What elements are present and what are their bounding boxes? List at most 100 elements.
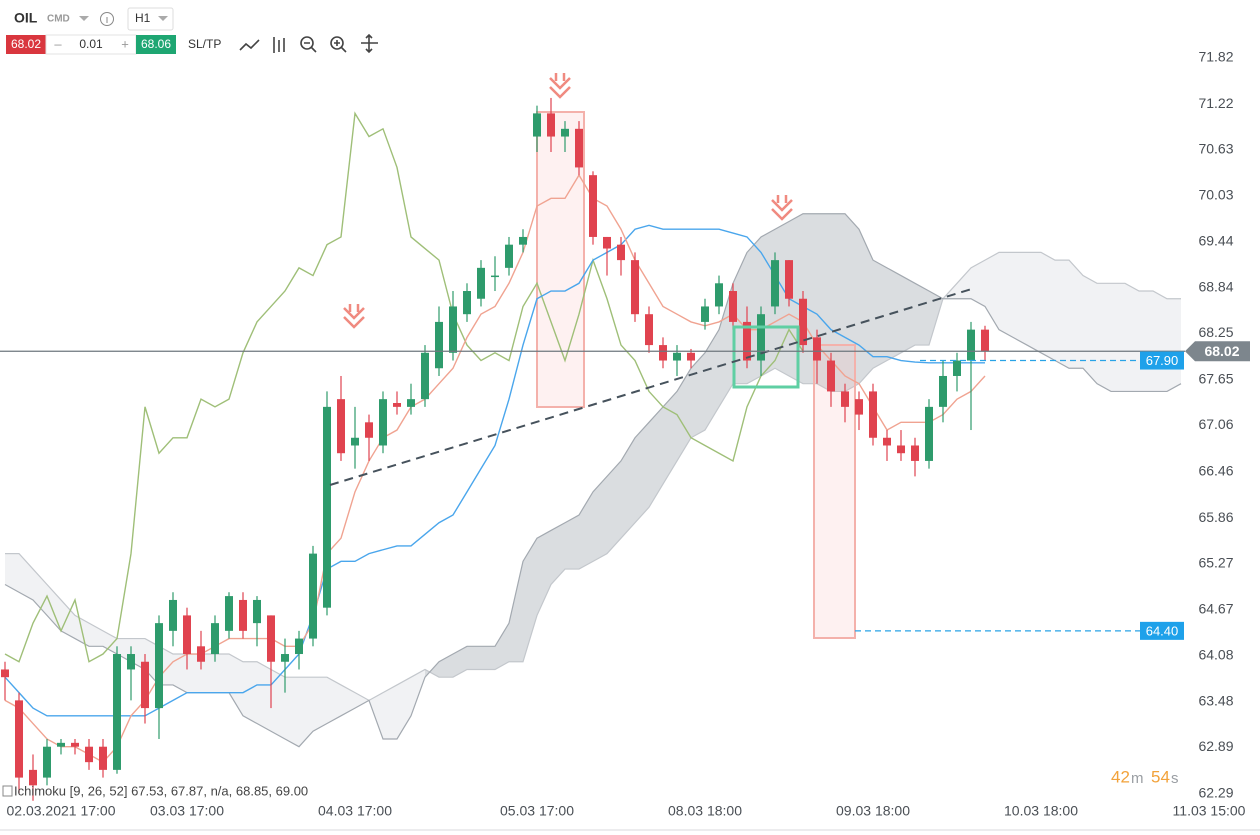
cloud-segment xyxy=(397,677,411,739)
cloud-segment xyxy=(299,677,313,747)
cloud-segment xyxy=(537,530,551,616)
level-tag xyxy=(1140,351,1184,370)
indicator-icon[interactable] xyxy=(2,785,13,797)
candle-body xyxy=(827,360,835,392)
zoom-out[interactable] xyxy=(300,36,314,50)
candle-body xyxy=(911,445,919,461)
candle-body xyxy=(85,746,93,763)
candle-body xyxy=(57,742,65,747)
cloud-segment xyxy=(551,522,565,585)
cloud-segment xyxy=(215,654,229,693)
cloud-segment xyxy=(915,283,929,346)
cloud-segment xyxy=(1111,283,1125,392)
plus[interactable]: + xyxy=(121,36,129,51)
candle-body xyxy=(71,742,79,747)
candle-body xyxy=(1,669,9,678)
cloud-segment xyxy=(1027,252,1041,353)
market: CMD xyxy=(47,14,70,25)
candle-body xyxy=(43,746,51,778)
down-arrow xyxy=(549,73,571,99)
candle-body xyxy=(449,306,457,353)
candle-body xyxy=(869,391,877,438)
price-tag-label: 68.02 xyxy=(1204,343,1239,359)
symbol[interactable]: OIL xyxy=(14,10,38,26)
candle-body xyxy=(883,437,891,446)
y-tick-label: 68.84 xyxy=(1198,279,1233,295)
cloud-segment xyxy=(481,646,495,670)
candle-body xyxy=(15,700,23,778)
timer: 42 m 54 s xyxy=(1111,767,1179,786)
candle-body xyxy=(379,399,387,446)
candle-body xyxy=(813,337,821,361)
candle-body xyxy=(981,329,989,352)
y-tick-label: 71.82 xyxy=(1198,48,1233,64)
dropdown[interactable] xyxy=(79,16,89,21)
candle-body xyxy=(365,422,373,438)
cloud-segment xyxy=(677,368,691,461)
ask-box[interactable] xyxy=(136,35,176,54)
y-tick-label: 64.67 xyxy=(1198,601,1233,617)
candle-body xyxy=(547,113,555,137)
candle-body xyxy=(687,352,695,361)
indicator-line xyxy=(4,173,986,764)
level-label: 64.40 xyxy=(1146,623,1179,638)
down-arrow xyxy=(771,195,793,221)
candle-body xyxy=(533,113,541,137)
y-tick-label: 65.27 xyxy=(1198,554,1233,570)
candle-body xyxy=(519,236,527,245)
candle-body xyxy=(29,769,37,786)
candle-body xyxy=(113,654,121,770)
arrows xyxy=(343,73,793,329)
candle-icon[interactable] xyxy=(273,37,285,53)
cloud-segment xyxy=(1041,252,1055,361)
cloud-segment xyxy=(285,677,299,747)
pan-icon[interactable] xyxy=(361,33,378,54)
candle-body xyxy=(435,321,443,369)
candle-body xyxy=(855,399,863,415)
cloud-segment xyxy=(887,267,901,361)
timeframe: H1 xyxy=(135,11,151,25)
cloud-segment xyxy=(663,391,677,485)
line-icon[interactable] xyxy=(239,39,260,51)
candle-body xyxy=(351,437,359,446)
trend-line xyxy=(329,287,976,486)
timer-m: m xyxy=(1131,770,1144,787)
timer-s: s xyxy=(1171,770,1179,787)
cloud-segment xyxy=(411,669,425,716)
candle-body xyxy=(589,175,597,237)
cloud-segment xyxy=(1153,291,1167,392)
candle-body xyxy=(197,646,205,662)
candle-body xyxy=(673,352,681,361)
cloud-segment xyxy=(1055,260,1069,369)
cloud-segment xyxy=(901,275,915,353)
bid-box[interactable] xyxy=(6,35,46,54)
info-icon[interactable] xyxy=(100,12,114,26)
zoom-in[interactable] xyxy=(330,36,344,50)
y-tick-label: 66.46 xyxy=(1198,462,1233,478)
candle-body xyxy=(575,128,583,168)
sltp[interactable]: SL/TP xyxy=(188,37,221,51)
x-tick-label: 11.03 15:00 xyxy=(1173,803,1246,819)
indicator-line xyxy=(4,111,804,663)
candle-body xyxy=(253,599,261,624)
timer-seconds: 54 xyxy=(1151,767,1170,786)
y-tick-label: 70.03 xyxy=(1198,187,1233,203)
cloud-segment xyxy=(201,654,215,693)
candle-body xyxy=(967,329,975,361)
x-tick-label: 04.03 17:00 xyxy=(318,803,392,819)
cloud-segment xyxy=(523,538,537,662)
candle-body xyxy=(561,128,569,137)
minus[interactable]: – xyxy=(54,36,62,51)
candle-body xyxy=(939,375,947,407)
candle-body xyxy=(281,654,289,662)
x-tick-label: 09.03 18:00 xyxy=(836,803,910,819)
candle-body xyxy=(491,275,499,278)
cloud-segment xyxy=(621,437,635,539)
cloud-segment xyxy=(607,460,621,554)
x-tick-label: 03.03 17:00 xyxy=(150,803,224,819)
indicator-lines xyxy=(4,111,986,764)
timeframe-box[interactable] xyxy=(127,7,174,31)
candle-body xyxy=(239,599,247,631)
x-tick-label: 10.03 18:00 xyxy=(1004,803,1078,819)
cloud-segment xyxy=(229,654,243,716)
